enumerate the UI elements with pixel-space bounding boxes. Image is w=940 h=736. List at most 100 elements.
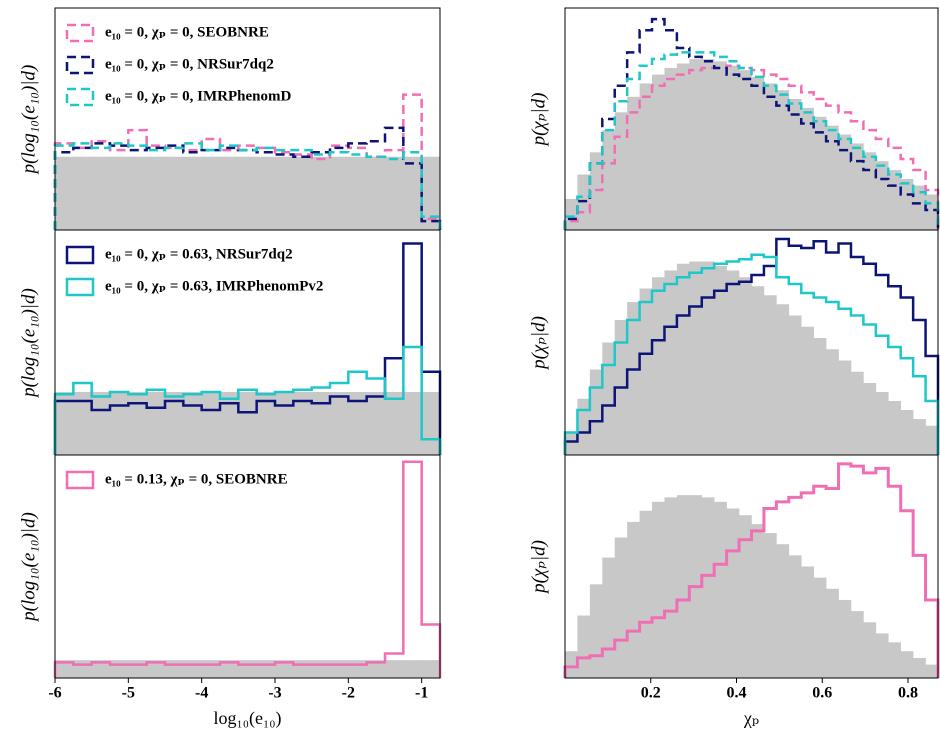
axes-frame — [54, 454, 441, 679]
prior-bar — [776, 90, 790, 230]
prior-bar — [726, 508, 740, 678]
prior-bar — [875, 633, 889, 678]
prior-bar — [676, 495, 690, 678]
prior-bar — [201, 156, 221, 230]
prior-bar — [888, 401, 901, 455]
prior-bar — [652, 277, 665, 455]
prior-bar — [421, 156, 441, 230]
prior-bar — [627, 302, 640, 455]
histogram-step — [563, 253, 940, 455]
prior-bar — [838, 599, 852, 678]
prior-bar — [183, 660, 202, 678]
prior-bar — [602, 342, 616, 455]
prior-bar — [925, 194, 939, 230]
prior-bar — [220, 660, 239, 678]
panel: p(χₚ|d) — [528, 7, 940, 231]
legend-label: e₁₀ = 0.13, χₚ = 0, SEOBNRE — [105, 471, 288, 487]
prior-bar — [701, 261, 715, 455]
prior-bar — [565, 432, 578, 455]
prior-bar — [850, 611, 864, 678]
prior-bar — [348, 392, 367, 455]
prior-bar — [652, 74, 665, 230]
prior-bar — [726, 270, 740, 455]
prior-bar — [128, 156, 147, 230]
prior-bar — [676, 63, 690, 230]
prior-bar — [311, 156, 331, 230]
y-axis-label: p(χₚ|d) — [528, 316, 549, 371]
prior-bar — [614, 537, 628, 678]
legend-label: e₁₀ = 0, χₚ = 0.63, IMRPhenomPv2 — [105, 278, 323, 294]
x-tick-label: -4 — [195, 685, 208, 702]
y-axis-label: p(log₁₀(e₁₀)|d) — [18, 512, 39, 623]
prior-bar — [863, 622, 877, 678]
prior-bar — [421, 660, 441, 678]
prior-bar — [311, 660, 331, 678]
prior-bar — [73, 392, 92, 455]
prior-bar — [577, 615, 591, 678]
prior-bar — [293, 392, 312, 455]
prior-bar — [627, 521, 640, 678]
prior-bar — [91, 660, 111, 678]
histogram-step — [53, 142, 442, 230]
prior-bar — [183, 392, 202, 455]
prior-bar — [751, 524, 765, 678]
x-tick-label: 0.2 — [641, 685, 661, 702]
prior-bar — [55, 156, 74, 230]
prior-bar — [776, 304, 790, 455]
prior-bar — [256, 660, 276, 678]
prior-bar — [826, 125, 839, 230]
prior-bar — [110, 660, 129, 678]
prior-bar — [826, 588, 839, 678]
prior-bar — [201, 660, 221, 678]
legend-swatch — [65, 87, 95, 107]
prior-bar — [146, 156, 166, 230]
prior-bar — [165, 156, 184, 230]
prior-bar — [788, 99, 802, 231]
prior-bar — [589, 584, 603, 678]
histogram-step — [53, 460, 442, 678]
legend-swatch — [65, 245, 95, 265]
prior-bar — [256, 392, 276, 455]
prior-bar — [763, 533, 777, 678]
prior-bar — [627, 96, 640, 230]
prior-bar — [763, 295, 777, 455]
y-axis-label: p(χₚ|d) — [528, 540, 549, 595]
prior-bar — [875, 392, 889, 455]
prior-bar — [403, 660, 422, 678]
prior-bar — [739, 277, 752, 455]
histogram-step — [53, 345, 442, 455]
prior-bar — [639, 510, 653, 678]
prior-bar — [165, 660, 184, 678]
legend-swatch — [65, 23, 95, 43]
prior-bar — [91, 392, 111, 455]
prior-bar — [110, 156, 129, 230]
axes-frame — [564, 454, 939, 679]
prior-bar — [330, 392, 349, 455]
prior-bar — [850, 143, 864, 230]
prior-bar — [913, 185, 926, 230]
legend-label: e₁₀ = 0, χₚ = 0, IMRPhenomD — [105, 88, 291, 104]
prior-bar — [366, 392, 386, 455]
prior-bar — [165, 392, 184, 455]
prior-bar — [701, 497, 715, 678]
histogram-step — [53, 126, 442, 230]
prior-bar — [726, 65, 740, 230]
panel: p(χₚ|d) — [528, 229, 940, 456]
y-axis-label: p(log₁₀(e₁₀)|d) — [18, 288, 39, 399]
prior-bar — [701, 59, 715, 231]
prior-bar — [900, 410, 914, 455]
prior-bar — [838, 134, 852, 230]
prior-bar — [366, 660, 386, 678]
prior-bar — [238, 660, 257, 678]
prior-bar — [421, 392, 441, 455]
prior-bar — [751, 286, 765, 455]
prior-bar — [110, 392, 129, 455]
x-tick-label: -2 — [342, 685, 355, 702]
prior-bar — [565, 198, 578, 230]
legend-swatch — [65, 55, 95, 75]
prior-bar — [602, 130, 616, 230]
prior-bar — [801, 107, 814, 230]
prior-bar — [238, 392, 257, 455]
x-axis-label: χₚ — [743, 708, 759, 728]
